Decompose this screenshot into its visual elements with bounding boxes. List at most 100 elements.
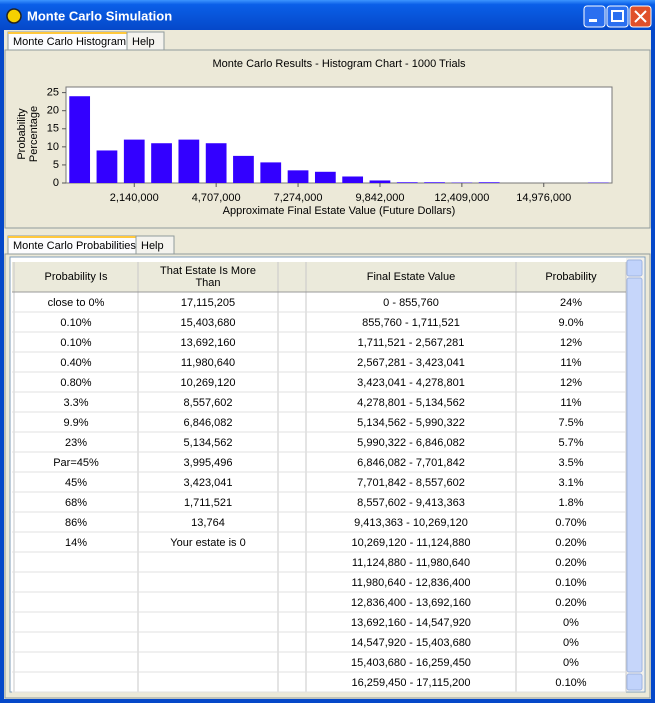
- bar: [478, 182, 500, 183]
- table-cell: 7,701,842 - 8,557,602: [357, 477, 465, 489]
- scroll-down[interactable]: [626, 673, 643, 691]
- bar: [424, 182, 445, 183]
- table-cell: 8,557,602: [184, 397, 233, 409]
- bar: [396, 182, 418, 183]
- table-cell: 3.3%: [63, 397, 88, 409]
- y-tick-label: 15: [47, 123, 59, 135]
- bar: [314, 171, 336, 183]
- table-frame: [9, 256, 646, 693]
- table-cell: Your estate is 0: [170, 537, 245, 549]
- x-tick-label: 12,409,000: [434, 192, 489, 204]
- table-cell: 0.70%: [555, 517, 586, 529]
- table-cell: 9.9%: [63, 417, 88, 429]
- x-tick-label: 2,140,000: [110, 192, 159, 204]
- tab[interactable]: [135, 235, 175, 255]
- table-cell: 45%: [65, 477, 87, 489]
- table-cell: 3,995,496: [184, 457, 233, 469]
- bar: [287, 170, 309, 183]
- table-cell: 12%: [560, 377, 582, 389]
- bar: [178, 139, 200, 183]
- table-cell: 8,557,602 - 9,413,363: [357, 497, 465, 509]
- table-cell: 15,403,680 - 16,259,450: [351, 657, 471, 669]
- table-cell: 7.5%: [558, 417, 583, 429]
- table-cell: 3.1%: [558, 477, 583, 489]
- table-cell: 3.5%: [558, 457, 583, 469]
- table-cell: 0.10%: [60, 317, 91, 329]
- table-cell: 6,846,082 - 7,701,842: [357, 457, 465, 469]
- y-axis-label: Percentage: [28, 106, 40, 162]
- plot-area: [65, 86, 613, 184]
- tab-label: Monte Carlo Probabilities: [13, 240, 136, 252]
- y-tick-label: 10: [47, 141, 59, 153]
- app-icon: [6, 8, 22, 24]
- scroll-up[interactable]: [626, 259, 643, 277]
- table-cell: 12,836,400 - 13,692,160: [351, 597, 471, 609]
- table-cell: 0.20%: [555, 557, 586, 569]
- close-glyph: [634, 10, 647, 23]
- minimize-glyph: [589, 19, 597, 22]
- bar: [342, 176, 364, 183]
- table-cell: 3,423,041 - 4,278,801: [357, 377, 465, 389]
- table-cell: 0%: [563, 657, 579, 669]
- table-cell: 5,990,322 - 6,846,082: [357, 437, 465, 449]
- table-cell: 23%: [65, 437, 87, 449]
- table-cell: 0.80%: [60, 377, 91, 389]
- y-tick-label: 25: [47, 87, 59, 99]
- table-cell: 24%: [560, 297, 582, 309]
- table-cell: 11,980,640: [181, 357, 235, 369]
- table-cell: 5,134,562: [184, 437, 233, 449]
- table-cell: Par=45%: [53, 457, 99, 469]
- column-header: Probability Is: [45, 271, 108, 283]
- table-cell: 0.40%: [60, 357, 91, 369]
- table-cell: 3,423,041: [184, 477, 233, 489]
- table-cell: 0 - 855,760: [383, 297, 439, 309]
- maximize-glyph: [611, 10, 624, 22]
- column-header: Final Estate Value: [367, 271, 455, 283]
- scroll-thumb[interactable]: [626, 277, 643, 673]
- column-header: Probability: [545, 271, 597, 283]
- table-cell: 855,760 - 1,711,521: [362, 317, 460, 329]
- table-cell: 10,269,120 - 11,124,880: [351, 537, 470, 549]
- table-cell: 68%: [65, 497, 87, 509]
- minimize-button[interactable]: [583, 5, 606, 28]
- table-cell: 16,259,450 - 17,115,200: [351, 677, 470, 689]
- table-cell: 0.20%: [555, 537, 586, 549]
- table-cell: 11,124,880 - 11,980,640: [352, 557, 470, 569]
- table-cell: 11%: [560, 397, 581, 409]
- x-tick-label: 9,842,000: [356, 192, 405, 204]
- x-axis-label: Approximate Final Estate Value (Future D…: [223, 205, 456, 217]
- table-cell: 0.10%: [60, 337, 91, 349]
- table-cell: 1,711,521 - 2,567,281: [358, 337, 465, 349]
- window-title: Monte Carlo Simulation: [27, 8, 172, 23]
- y-tick-label: 0: [53, 177, 59, 189]
- table-cell: close to 0%: [48, 297, 105, 309]
- x-tick-label: 14,976,000: [516, 192, 571, 204]
- table-cell: 0.10%: [555, 577, 586, 589]
- table-cell: 0%: [563, 617, 579, 629]
- title-bar: [0, 0, 655, 30]
- maximize-button[interactable]: [606, 5, 629, 28]
- bar: [233, 155, 254, 183]
- bar: [69, 96, 91, 183]
- table-cell: 10,269,120: [180, 377, 235, 389]
- table-cell: 86%: [65, 517, 87, 529]
- table-cell: 5,134,562 - 5,990,322: [357, 417, 465, 429]
- table-cell: 11%: [560, 357, 581, 369]
- bar: [205, 143, 227, 183]
- bar: [260, 162, 282, 183]
- tab-highlight: [8, 236, 136, 238]
- table-cell: 17,115,205: [181, 297, 235, 309]
- table-cell: 15,403,680: [180, 317, 235, 329]
- table-cell: 1.8%: [558, 497, 583, 509]
- table-cell: 14%: [65, 537, 87, 549]
- tab-label: Help: [141, 240, 164, 252]
- table-cell: 9.0%: [558, 317, 583, 329]
- table-cell: 6,846,082: [184, 417, 233, 429]
- tab-highlight: [8, 32, 127, 34]
- tab-label: Monte Carlo Histogram: [13, 36, 126, 48]
- table-cell: 0.20%: [555, 597, 586, 609]
- bar: [96, 150, 118, 183]
- tab[interactable]: [126, 31, 165, 51]
- table-cell: 12%: [560, 337, 582, 349]
